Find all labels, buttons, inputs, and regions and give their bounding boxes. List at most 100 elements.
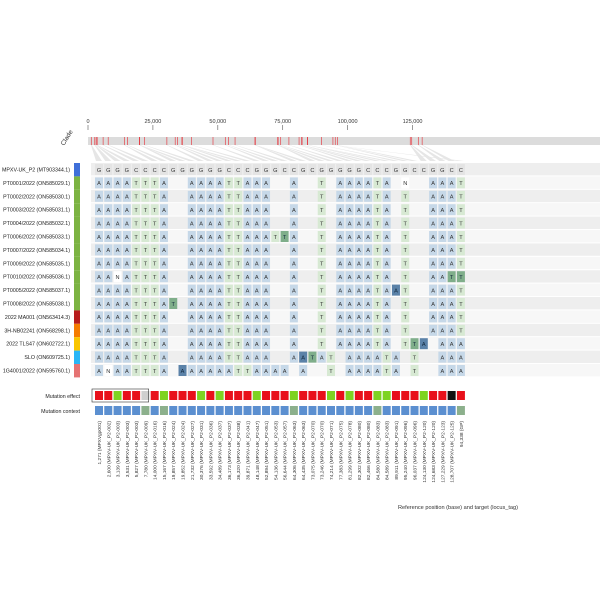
alignment-cell (104, 244, 113, 256)
alignment-base: A (125, 208, 129, 214)
alignment-base: T (153, 275, 157, 281)
alignment-cell (364, 284, 373, 296)
alignment-base: A (218, 221, 222, 227)
alignment-cell (345, 231, 354, 242)
alignment-cell (289, 324, 298, 336)
alignment-cell (197, 284, 206, 296)
alignment-cell (391, 365, 400, 376)
alignment-cell (215, 298, 224, 309)
legend-group-frame (91, 388, 149, 403)
alignment-base: A (440, 288, 444, 294)
position-label: 96,037 (MPXV-UK_P2-096) (413, 421, 419, 480)
alignment-base: A (385, 181, 389, 187)
alignment-base: A (106, 329, 110, 335)
mutation-effect-box (215, 391, 224, 400)
alignment-cell (345, 164, 354, 175)
alignment-cell (447, 177, 456, 189)
alignment-cell (317, 204, 326, 216)
clade-swatch (74, 216, 80, 230)
alignment-base: T (385, 369, 389, 375)
alignment-base: T (459, 181, 463, 187)
alignment-base: A (106, 342, 110, 348)
alignment-cell (429, 217, 438, 229)
alignment-cell (113, 271, 122, 283)
alignment-cell (456, 190, 465, 202)
alignment-cell (104, 365, 113, 376)
alignment-base: A (366, 342, 370, 348)
alignment-cell (113, 244, 122, 256)
connector-wedge (191, 145, 251, 161)
alignment-cell (447, 164, 456, 175)
connector-wedge (96, 145, 130, 161)
alignment-cell (104, 257, 113, 269)
alignment-base: A (440, 275, 444, 281)
alignment-cell (410, 338, 419, 350)
alignment-base: A (292, 235, 296, 241)
position-label: 82,466 (MPXV-UK_P2-080) (366, 421, 372, 480)
alignment-base: A (208, 195, 212, 201)
alignment-base: T (376, 315, 380, 321)
alignment-cell (197, 177, 206, 189)
connector-wedge (288, 145, 344, 161)
alignment-cell (187, 338, 196, 350)
alignment-cell (215, 204, 224, 216)
alignment-cell (243, 190, 252, 202)
axis-tick-label: 125,000 (403, 119, 423, 125)
alignment-base: T (227, 302, 231, 308)
alignment-cell (159, 190, 168, 202)
alignment-cell (456, 271, 465, 283)
alignment-cell (197, 311, 206, 323)
alignment-base: A (357, 181, 361, 187)
alignment-base: A (116, 248, 120, 254)
alignment-base: A (190, 248, 194, 254)
alignment-base: A (366, 208, 370, 214)
row-label: PT0002/2022 (ON585030.1) (3, 194, 70, 200)
alignment-cell (252, 204, 261, 216)
alignment-base: A (264, 181, 268, 187)
alignment-base: A (218, 248, 222, 254)
alignment-cell (262, 271, 271, 283)
alignment-cell (447, 271, 456, 283)
row-labels: MPXV-UK_P2 (MT903344.1) PT0001/2022 (ON58… (2, 168, 70, 375)
alignment-base: T (413, 342, 417, 348)
alignment-cell (132, 257, 141, 269)
alignment-base: A (450, 208, 454, 214)
alignment-cell (215, 217, 224, 229)
alignment-base: A (199, 315, 203, 321)
mutation-effect-box (354, 391, 363, 400)
clade-swatch (74, 189, 80, 204)
alignment-base: G (264, 168, 268, 174)
alignment-base: A (218, 195, 222, 201)
alignment-cell (215, 311, 224, 323)
alignment-cell (243, 257, 252, 269)
alignment-base: A (208, 355, 212, 361)
alignment-cell (187, 324, 196, 336)
alignment-cell (215, 257, 224, 269)
alignment-base: A (338, 342, 342, 348)
alignment-base: T (459, 195, 463, 201)
alignment-cell (327, 164, 335, 175)
alignment-cell (206, 257, 215, 269)
alignment-base: A (431, 329, 435, 335)
alignment-base: A (366, 262, 370, 268)
alignment-cell (364, 177, 373, 189)
connector-wedge (177, 145, 223, 161)
alignment-base: A (162, 248, 166, 254)
alignment-cell (122, 311, 131, 323)
alignment-cell (401, 324, 410, 336)
alignment-base: A (116, 221, 120, 227)
alignment-cell (224, 271, 233, 283)
alignment-base: A (292, 302, 296, 308)
alignment-cell (159, 244, 168, 256)
connector-wedge (181, 145, 232, 161)
alignment-base: A (357, 369, 361, 375)
alignment-cell (187, 351, 196, 363)
alignment-base: A (190, 208, 194, 214)
alignment-base: T (144, 208, 148, 214)
alignment-cell (327, 365, 335, 376)
alignment-base: A (255, 288, 259, 294)
alignment-base: A (106, 315, 110, 321)
position-label: 1,271 (MPXVgp001) (97, 421, 103, 465)
alignment-cell (206, 351, 215, 363)
alignment-cell (122, 217, 131, 229)
